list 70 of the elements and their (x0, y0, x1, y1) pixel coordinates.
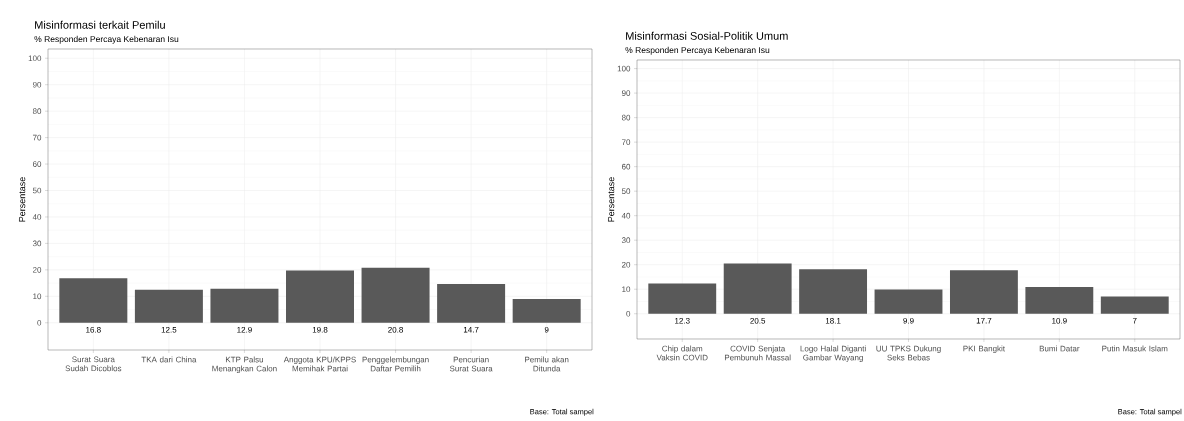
y-tick-label: 50 (621, 188, 631, 194)
bar (949, 270, 1018, 314)
bar (512, 298, 581, 323)
y-axis-title: Persentase (607, 177, 615, 222)
data-label: 7 (1132, 317, 1137, 324)
x-tick-label: Bumi Datar (1039, 345, 1080, 352)
y-axis-title: Persentase (18, 177, 26, 222)
data-label: 12.9 (237, 326, 252, 333)
x-tick-label: UU TPKS Dukung Seks Bebas (876, 345, 941, 361)
y-tick-label: 10 (33, 293, 42, 300)
chart-subtitle: % Responden Percaya Kebenaran Isu (34, 35, 179, 44)
y-tick-label: 40 (621, 212, 631, 219)
y-tick-label: 100 (617, 65, 631, 72)
bar (59, 278, 128, 323)
y-tick-label: 70 (621, 139, 631, 145)
bar (437, 283, 506, 323)
data-label: 18.1 (825, 317, 841, 324)
y-tick-label: 40 (32, 214, 42, 220)
y-tick-label: 80 (32, 108, 42, 114)
y-tick-label: 100 (28, 55, 42, 62)
data-label: 14.7 (463, 326, 479, 333)
x-tick-label: KTP Palsu Menangkan Calon (212, 356, 277, 373)
y-tick-label: 90 (32, 81, 42, 88)
y-tick-label: 60 (32, 161, 42, 167)
bar (1025, 287, 1094, 314)
data-label: 9 (544, 326, 549, 333)
x-tick-label: Putin Masuk Islam (1102, 345, 1168, 352)
y-tick-label: 0 (37, 319, 42, 326)
x-tick-label: Penggelembungan Daftar Pemilih (362, 356, 429, 372)
bar (799, 269, 868, 314)
x-tick-label: Logo Halal Diganti Gambar Wayang (800, 345, 866, 362)
data-label: 10.9 (1052, 317, 1067, 324)
x-tick-label: Chip dalam Vaksin COVID (656, 345, 708, 361)
y-tick-label: 30 (32, 240, 42, 247)
y-tick-label: 10 (622, 286, 631, 293)
y-tick-label: 30 (621, 237, 631, 244)
data-label: 17.7 (976, 317, 992, 324)
bar (648, 283, 717, 314)
x-tick-label: COVID Senjata Pembunuh Massal (724, 345, 791, 361)
bar (210, 288, 279, 323)
y-tick-label: 70 (32, 134, 42, 141)
y-tick-label: 20 (32, 267, 42, 273)
y-tick-label: 60 (621, 163, 631, 170)
x-tick-label: PKI Bangkit (963, 345, 1005, 353)
data-label: 12.5 (161, 326, 177, 333)
bar (723, 263, 792, 314)
chart-title: Misinformasi terkait Pemilu (35, 20, 165, 29)
y-tick-label: 80 (621, 114, 631, 121)
y-tick-label: 50 (32, 187, 42, 194)
x-tick-label: Pencurian Surat Suara (449, 356, 493, 372)
chart-subtitle: % Responden Percaya Kebenaran Isu (625, 46, 770, 55)
y-tick-label: 20 (621, 261, 631, 268)
bar (134, 289, 203, 323)
data-label: 12.3 (675, 317, 690, 324)
x-tick-label: Surat Suara Sudah Dicoblos (65, 356, 122, 372)
x-tick-label: Pemilu akan Ditunda (525, 356, 569, 372)
data-label: 20.5 (750, 317, 766, 324)
data-label: 20.8 (388, 326, 403, 333)
x-tick-label: TKA dari China (141, 356, 197, 363)
y-tick-label: 90 (621, 90, 631, 96)
y-tick-label: 0 (626, 310, 631, 317)
data-label: 19.8 (312, 326, 328, 333)
x-tick-label: Anggota KPU/KPPS Memihak Partai (283, 356, 356, 372)
chart-title: Misinformasi Sosial-Politik Umum (626, 31, 788, 40)
data-label: 16.8 (86, 326, 101, 333)
data-label: 9.9 (903, 317, 914, 324)
bar (286, 270, 354, 323)
bar (361, 267, 430, 323)
bar (874, 289, 943, 314)
bar (1100, 296, 1169, 314)
